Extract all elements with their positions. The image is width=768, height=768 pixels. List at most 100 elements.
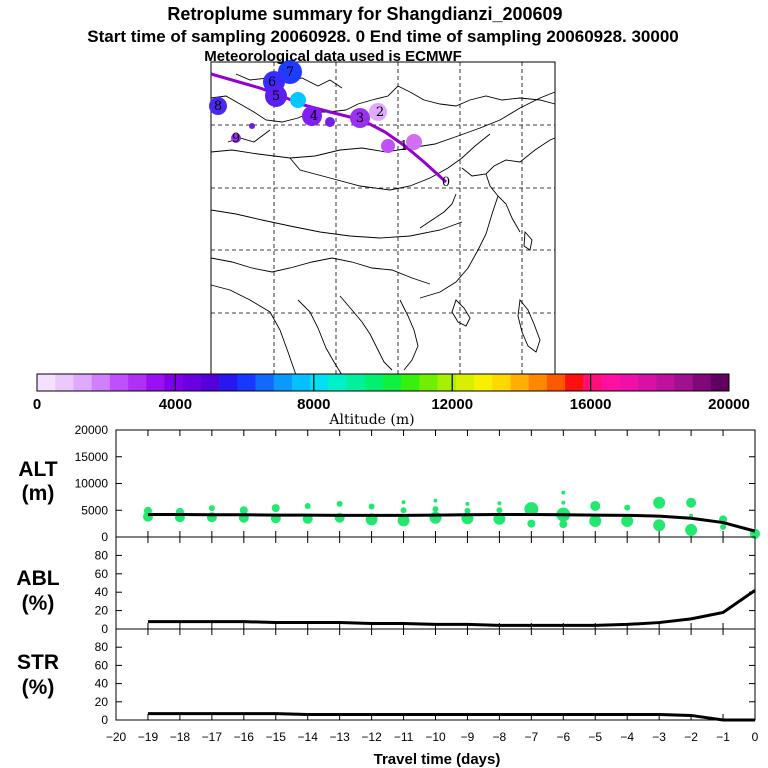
altitude-cluster-point bbox=[621, 514, 634, 527]
altitude-cluster-point bbox=[464, 507, 471, 514]
x-tick-label: −10 bbox=[425, 730, 446, 744]
altitude-cluster-point bbox=[465, 501, 470, 506]
colorbar-swatch bbox=[401, 374, 420, 391]
panel-ylabel-unit: (%) bbox=[22, 592, 55, 615]
map-coastlines bbox=[210, 73, 556, 376]
y-tick-label: 60 bbox=[95, 567, 109, 581]
altitude-cluster-point bbox=[239, 506, 248, 515]
altitude-cluster-point bbox=[271, 504, 280, 513]
colorbar-swatch bbox=[565, 374, 584, 391]
map-cluster bbox=[381, 139, 395, 153]
colorbar-swatch bbox=[291, 374, 311, 391]
panel-ylabel-unit: (%) bbox=[22, 676, 55, 699]
map-cluster bbox=[369, 103, 387, 121]
y-tick-label: 10000 bbox=[75, 477, 109, 491]
map-cluster bbox=[406, 134, 422, 150]
altitude-cluster-point bbox=[336, 500, 343, 507]
colorbar-title: Altitude (m) bbox=[328, 412, 414, 428]
map-cluster bbox=[249, 123, 255, 129]
map-cluster bbox=[209, 97, 227, 115]
x-tick-label: −17 bbox=[202, 730, 223, 744]
day-label-5: 5 bbox=[272, 89, 280, 104]
colorbar-frame bbox=[36, 373, 730, 392]
colorbar-swatch bbox=[255, 374, 275, 391]
altitude-cluster-point bbox=[401, 500, 406, 505]
day-label-4: 4 bbox=[310, 109, 318, 124]
y-tick-label: 40 bbox=[95, 585, 109, 599]
colorbar-tick-label: 12000 bbox=[431, 396, 473, 413]
colorbar-swatch bbox=[237, 374, 256, 391]
y-tick-label: 40 bbox=[95, 677, 109, 691]
colorbar-swatch bbox=[37, 374, 56, 391]
panel-alt: 0 5000 10000 15000 20000 ALT(m) bbox=[18, 423, 760, 544]
sampling-time-subtitle: Start time of sampling 20060928. 0 End t… bbox=[87, 27, 679, 46]
day-label-8: 8 bbox=[214, 99, 222, 114]
x-tick-label: −5 bbox=[588, 730, 602, 744]
colorbar-swatch bbox=[674, 374, 693, 391]
day-label-1: 1 bbox=[400, 139, 408, 154]
map-cluster bbox=[302, 106, 322, 126]
altitude-cluster-point bbox=[368, 503, 375, 510]
colorbar-swatch bbox=[437, 374, 457, 391]
panel-abl: 0 20 40 60 80 ABL(%) bbox=[16, 536, 756, 636]
altitude-cluster-point bbox=[433, 498, 438, 503]
day-label-7: 7 bbox=[286, 65, 294, 80]
x-tick-label: −20 bbox=[106, 730, 127, 744]
y-tick-label: 80 bbox=[95, 640, 109, 654]
colorbar-swatch bbox=[455, 374, 475, 391]
altitude-cluster-point bbox=[432, 506, 439, 513]
day-label-9: 9 bbox=[232, 131, 240, 146]
x-tick-label: −7 bbox=[525, 730, 539, 744]
colorbar-swatch bbox=[182, 374, 202, 391]
colorbar-swatch bbox=[583, 374, 602, 391]
altitude-cluster-point bbox=[561, 500, 566, 505]
colorbar-swatch bbox=[310, 374, 329, 391]
y-tick-label: 60 bbox=[95, 658, 109, 672]
colorbar-swatch bbox=[710, 374, 730, 391]
colorbar-swatch bbox=[692, 374, 712, 391]
panel-ylabel: ABL bbox=[16, 567, 59, 590]
y-tick-label: 80 bbox=[95, 548, 109, 562]
colorbar-swatch bbox=[637, 374, 657, 391]
altitude-cluster-point bbox=[590, 500, 601, 511]
colorbar-swatch bbox=[91, 374, 111, 391]
colorbar-swatch bbox=[73, 374, 92, 391]
altitude-cluster-point bbox=[208, 505, 215, 512]
colorbar-tick-label: 20000 bbox=[708, 396, 750, 413]
x-tick-label: −11 bbox=[394, 730, 414, 744]
altitude-cluster-point bbox=[497, 501, 502, 506]
colorbar-swatch bbox=[219, 374, 238, 391]
panel-ylabel-unit: (m) bbox=[22, 482, 55, 505]
day-label-2: 2 bbox=[376, 105, 384, 120]
x-tick-label: −9 bbox=[461, 730, 475, 744]
altitude-cluster-point bbox=[720, 523, 727, 530]
str-fraction-line bbox=[147, 712, 755, 722]
colorbar-swatch bbox=[419, 374, 438, 391]
altitude-cluster-point bbox=[559, 520, 568, 529]
x-tick-label: −14 bbox=[298, 730, 319, 744]
panel-frame bbox=[115, 536, 756, 630]
x-tick-label: 0 bbox=[752, 730, 759, 744]
y-tick-label: 0 bbox=[101, 530, 108, 544]
figure-title: Retroplume summary for Shangdianzi_20060… bbox=[167, 4, 562, 24]
y-tick-label: 5000 bbox=[81, 503, 108, 517]
map-day-labels: 0 1 2 3 4 5 6 7 8 9 bbox=[214, 65, 450, 190]
altitude-cluster-point bbox=[624, 504, 631, 511]
altitude-cluster-point bbox=[561, 490, 566, 495]
y-tick-label: 20000 bbox=[75, 423, 109, 437]
colorbar-swatch bbox=[55, 374, 74, 391]
colorbar-swatch bbox=[656, 374, 675, 391]
y-tick-label: 0 bbox=[101, 622, 108, 636]
colorbar-swatch bbox=[364, 374, 384, 391]
x-tick-label: −16 bbox=[234, 730, 255, 744]
map-clusters bbox=[209, 60, 422, 153]
x-tick-label: −8 bbox=[493, 730, 507, 744]
colorbar-swatch bbox=[200, 374, 220, 391]
altitude-cluster-point bbox=[304, 502, 311, 509]
x-tick-label: −6 bbox=[556, 730, 570, 744]
colorbar-swatch bbox=[109, 374, 129, 391]
colorbar-swatch bbox=[128, 374, 147, 391]
altitude-cluster-point bbox=[524, 502, 539, 517]
altitude-cluster-point bbox=[653, 519, 666, 532]
